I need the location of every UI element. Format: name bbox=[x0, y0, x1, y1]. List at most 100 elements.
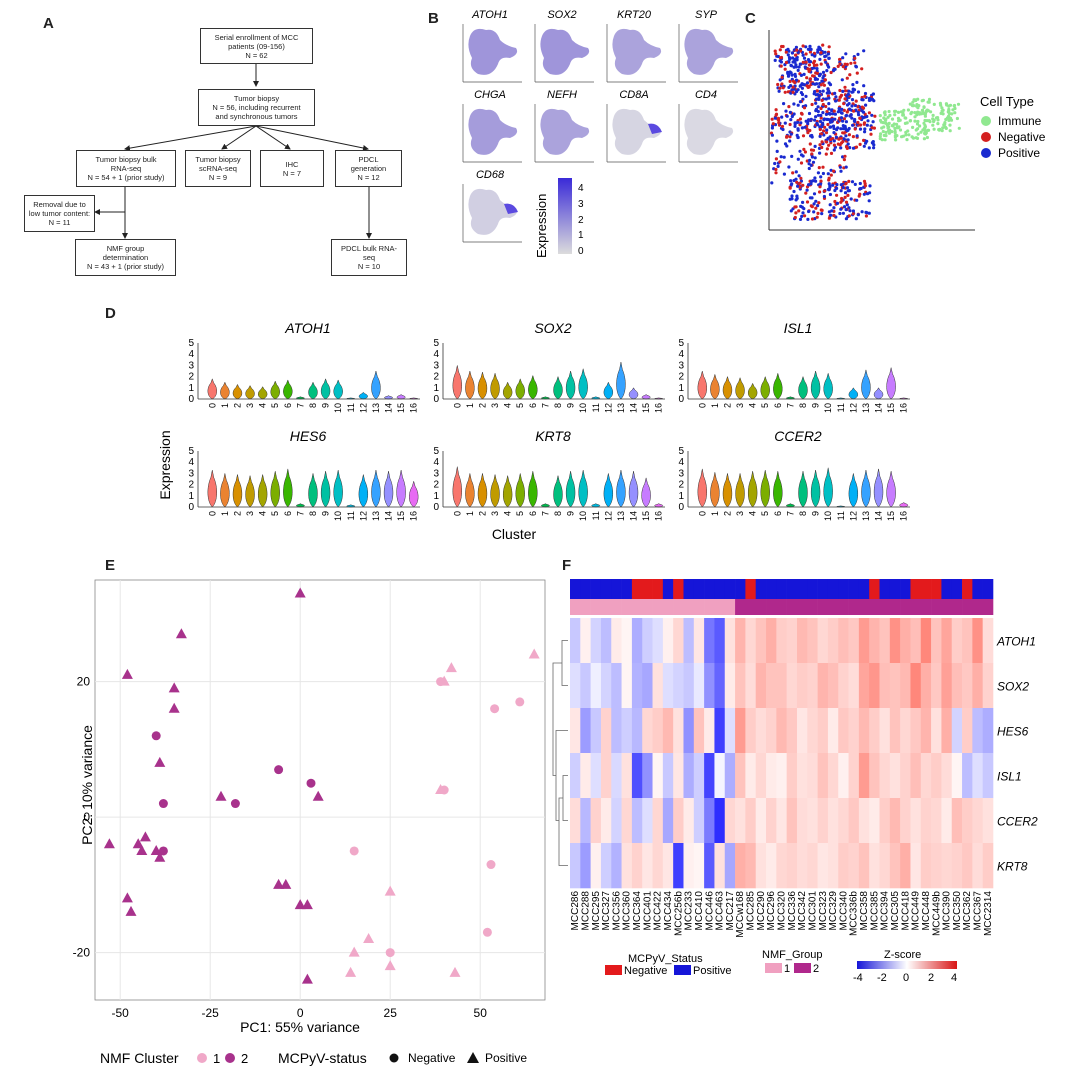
violin-cluster-15 bbox=[886, 367, 896, 400]
feature-plot-cells bbox=[612, 28, 662, 75]
anno-mcpyv-cell bbox=[786, 579, 798, 599]
feature-plot-cells bbox=[468, 108, 518, 155]
umap-cell bbox=[884, 134, 888, 138]
violin-xtick: 2 bbox=[722, 403, 732, 408]
heatmap-cell bbox=[838, 753, 849, 799]
umap-cell bbox=[834, 99, 838, 103]
pca-xlabel: PC1: 55% variance bbox=[240, 1019, 360, 1035]
heatmap-cell bbox=[570, 618, 581, 664]
heatmap-cell bbox=[982, 663, 994, 709]
violin-xtick: 16 bbox=[654, 403, 664, 413]
heatmap-cell bbox=[920, 843, 932, 889]
heatmap-cell bbox=[817, 843, 829, 889]
heatmap-cell bbox=[580, 708, 591, 754]
heatmap-cell bbox=[982, 708, 994, 754]
heatmap-cell bbox=[920, 618, 932, 664]
umap-cell bbox=[836, 126, 840, 130]
umap-cell bbox=[894, 138, 898, 142]
heatmap-row-label: SOX2 bbox=[997, 680, 1029, 694]
violin-cluster-2 bbox=[232, 474, 243, 508]
umap-cell bbox=[805, 127, 809, 131]
feature-plot-title: NEFH bbox=[547, 89, 577, 101]
feature-plot-krt20: KRT20 bbox=[606, 9, 666, 83]
anno-nmf-cell bbox=[745, 599, 757, 615]
umap-cell bbox=[932, 102, 936, 106]
pca-legend-positive-label: Positive bbox=[485, 1051, 527, 1065]
heatmap-cell bbox=[724, 843, 736, 889]
umap-cell bbox=[818, 134, 822, 138]
heatmap-cell bbox=[673, 798, 684, 844]
heatmap-sample-label: MCC364 bbox=[632, 891, 643, 931]
umap-cell bbox=[849, 113, 853, 117]
umap-cell bbox=[914, 98, 918, 102]
heatmap-cell bbox=[570, 798, 581, 844]
umap-cell bbox=[809, 117, 813, 121]
pca-point-negative bbox=[274, 765, 284, 775]
umap-cell bbox=[847, 102, 851, 106]
violin-cluster-16 bbox=[409, 480, 419, 508]
umap-cell bbox=[819, 83, 823, 87]
umap-cell bbox=[837, 137, 841, 141]
heatmap-cell bbox=[714, 663, 726, 709]
umap-cell bbox=[812, 210, 816, 214]
heatmap-cell bbox=[807, 663, 818, 709]
anno-nmf-cell bbox=[982, 599, 994, 615]
violin-ytick: 0 bbox=[188, 394, 194, 405]
violin-cluster-12 bbox=[848, 473, 859, 508]
umap-cell bbox=[796, 157, 800, 161]
anno-nmf-cell bbox=[962, 599, 973, 615]
violin-ytick: 2 bbox=[188, 480, 194, 491]
heatmap-cell bbox=[693, 663, 705, 709]
umap-cell bbox=[832, 139, 836, 143]
z-tick: 0 bbox=[903, 972, 909, 984]
umap-cell bbox=[797, 65, 801, 69]
heatmap-legend-negative-label: Negative bbox=[624, 965, 667, 977]
anno-mcpyv-cell bbox=[642, 579, 653, 599]
heatmap-cell bbox=[776, 618, 787, 664]
heatmap-cell bbox=[621, 708, 633, 754]
pca-point-positive bbox=[136, 844, 148, 855]
umap-cell bbox=[823, 125, 827, 129]
violin-ytick: 4 bbox=[433, 349, 439, 360]
umap-cell bbox=[804, 191, 808, 195]
umap-cell bbox=[845, 146, 849, 150]
umap-cell bbox=[791, 79, 795, 83]
pca-legend-positive-triangle bbox=[467, 1052, 479, 1063]
umap-cell bbox=[851, 87, 855, 91]
umap-cell bbox=[863, 94, 867, 98]
umap-cell bbox=[778, 160, 782, 164]
heatmap-cell bbox=[745, 843, 757, 889]
umap-cell bbox=[919, 130, 923, 134]
heatmap-cell bbox=[982, 618, 994, 664]
pca-point-positive bbox=[435, 784, 447, 794]
umap-cell bbox=[787, 73, 791, 77]
pca-point-positive bbox=[154, 756, 166, 767]
violin-cluster-0 bbox=[697, 370, 707, 400]
umap-cell bbox=[824, 54, 828, 58]
heatmap-cell bbox=[889, 843, 901, 889]
heatmap-cell bbox=[807, 798, 818, 844]
umap-cell bbox=[820, 98, 824, 102]
heatmap-sample-label: MCC295 bbox=[591, 891, 602, 931]
violin-xtick: 6 bbox=[773, 403, 783, 408]
anno-mcpyv-cell bbox=[724, 579, 736, 599]
pca-xtick: 50 bbox=[474, 1006, 488, 1020]
heatmap-cell bbox=[642, 843, 653, 889]
violin-xtick: 10 bbox=[823, 511, 833, 521]
heatmap-cell bbox=[951, 843, 963, 889]
heatmap-cell bbox=[590, 708, 602, 754]
violin-xtick: 6 bbox=[528, 511, 538, 516]
umap-cell bbox=[794, 57, 798, 61]
umap-cell bbox=[785, 144, 789, 148]
violin-cluster-10 bbox=[578, 368, 588, 400]
anno-nmf-cell bbox=[848, 599, 860, 615]
umap-cell bbox=[836, 64, 840, 68]
heatmap-cell bbox=[652, 618, 664, 664]
flow-text: N = 54 + 1 (prior study) bbox=[87, 173, 165, 182]
heatmap-cell bbox=[931, 798, 942, 844]
flow-text: Tumor biopsy bulk bbox=[95, 155, 157, 164]
umap-cell bbox=[843, 62, 847, 66]
umap-cell bbox=[808, 128, 812, 133]
